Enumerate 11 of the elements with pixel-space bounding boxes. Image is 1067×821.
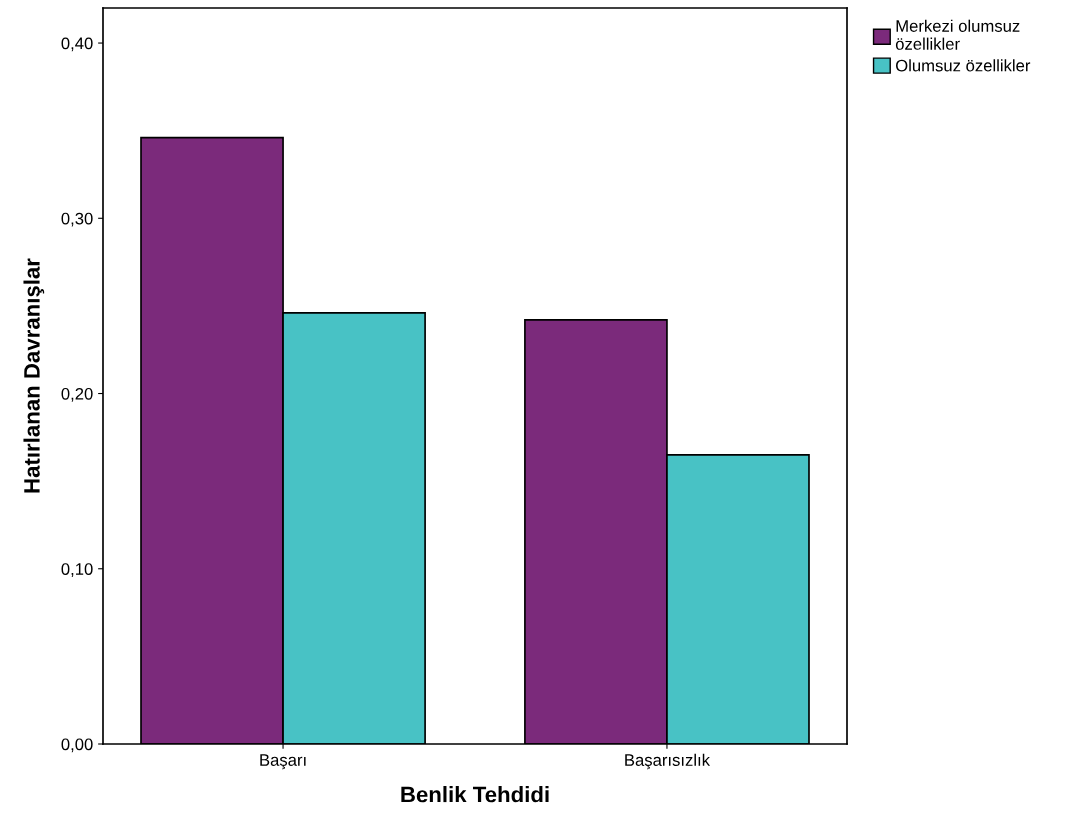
x-tick-label: Başarısızlık: [625, 753, 711, 770]
y-axis-title: Hatırlanan Davranışlar: [23, 258, 45, 493]
y-tick-label: 0,10: [61, 563, 93, 577]
y-tick-label: 0,40: [61, 37, 93, 52]
legend-label: Merkezi olumsuz özellikler: [895, 19, 1020, 50]
y-tick-label: 0,20: [61, 387, 93, 402]
x-axis-title: Benlik Tehdidi: [401, 786, 549, 803]
legend-label: Olumsuz özellikler: [896, 59, 1031, 72]
y-tick-label: 0,00: [61, 738, 93, 753]
y-tick-label: 0,30: [61, 212, 93, 227]
x-tick-label: Başarı: [260, 754, 306, 770]
